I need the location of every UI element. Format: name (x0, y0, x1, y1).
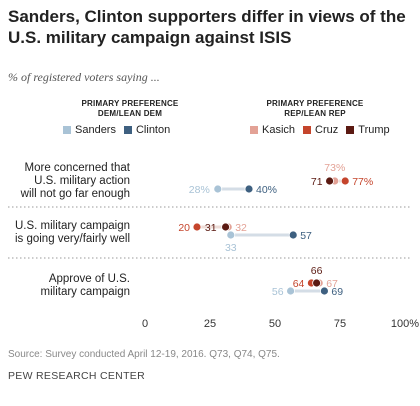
legend-rep: Kasich Cruz Trump (250, 124, 398, 136)
row-label-line: is going very/fairly well (14, 233, 130, 245)
legend-label-clinton: Clinton (135, 124, 171, 136)
legend-label-sanders: Sanders (75, 124, 116, 136)
legend-dem: Sanders Clinton (63, 124, 178, 136)
x-tick-label: 0 (142, 318, 148, 330)
dot-cruz (192, 222, 202, 232)
row-label-line: military campaign (40, 286, 130, 298)
dot-cruz (340, 176, 350, 186)
chart-subtitle: % of registered voters saying ... (8, 70, 160, 84)
x-tick-label: 100% (391, 318, 419, 330)
value-label-clinton: 57 (300, 230, 312, 242)
legend-swatch-sanders (63, 126, 71, 134)
row-label-line: U.S. military action (34, 175, 130, 187)
legend-swatch-clinton (123, 126, 132, 134)
value-label-sanders: 33 (225, 242, 237, 254)
dot-clinton (319, 286, 329, 296)
legend-swatch-kasich (250, 126, 258, 134)
legend-item-trump: Trump (346, 124, 390, 136)
rep-group-header-line1: PRIMARY PREFERENCE (266, 99, 364, 108)
value-label-kasich: 32 (235, 222, 247, 234)
legend-label-trump: Trump (358, 124, 390, 136)
dot-clinton (244, 184, 254, 194)
dot-trump (221, 222, 231, 232)
value-label-cruz: 20 (178, 222, 190, 234)
dot-trump (312, 278, 322, 288)
value-label-sanders: 56 (272, 286, 284, 298)
value-label-trump: 66 (311, 265, 323, 277)
legend-item-clinton: Clinton (123, 124, 171, 136)
legend-swatch-trump (346, 126, 355, 134)
row-label-line: More concerned that (24, 162, 130, 174)
value-label-trump: 31 (205, 222, 217, 234)
row-label-line: U.S. military campaign (14, 220, 130, 232)
row-label-line: Approve of U.S. (48, 273, 130, 285)
rep-group-header-line2: REP/LEAN REP (284, 109, 346, 118)
value-label-kasich: 73% (324, 162, 345, 174)
value-label-kasich: 67 (326, 278, 338, 290)
dot-sanders (286, 286, 296, 296)
dem-group-header-line2: DEM/LEAN DEM (97, 109, 163, 118)
x-tick-label: 25 (204, 318, 216, 330)
dem-group-header: PRIMARY PREFERENCE DEM/LEAN DEM (55, 99, 205, 119)
dot-sanders (213, 184, 223, 194)
value-label-cruz: 64 (293, 278, 305, 290)
row-label-going-well: U.S. military campaign is going very/fai… (15, 220, 130, 246)
value-label-clinton: 69 (331, 286, 343, 298)
legend-item-sanders: Sanders (63, 124, 116, 136)
row-label-line: will not go far enough (20, 188, 130, 200)
source-note: Source: Survey conducted April 12-19, 20… (8, 349, 280, 360)
row-label-not-far-enough: More concerned that U.S. military action… (21, 162, 130, 201)
chart-title: Sanders, Clinton supporters differ in vi… (8, 7, 406, 47)
value-label-trump: 71 (311, 176, 323, 188)
value-label-clinton: 40% (256, 184, 277, 196)
brand-footer: PEW RESEARCH CENTER (8, 370, 145, 382)
dot-sanders (226, 230, 236, 240)
x-tick-label: 75 (334, 318, 346, 330)
x-tick-label: 50 (269, 318, 281, 330)
dot-clinton (288, 230, 298, 240)
rep-group-header: PRIMARY PREFERENCE REP/LEAN REP (240, 99, 390, 119)
legend-label-kasich: Kasich (262, 124, 296, 136)
row-label-approve: Approve of U.S. military campaign (41, 273, 130, 299)
dem-group-header-line1: PRIMARY PREFERENCE (81, 99, 179, 108)
value-label-cruz: 77% (352, 176, 373, 188)
dot-trump (325, 176, 335, 186)
legend-item-cruz: Cruz (303, 124, 338, 136)
legend-swatch-cruz (303, 126, 312, 134)
legend-label-cruz: Cruz (315, 124, 339, 136)
value-label-sanders: 28% (189, 184, 210, 196)
legend-item-kasich: Kasich (250, 124, 295, 136)
